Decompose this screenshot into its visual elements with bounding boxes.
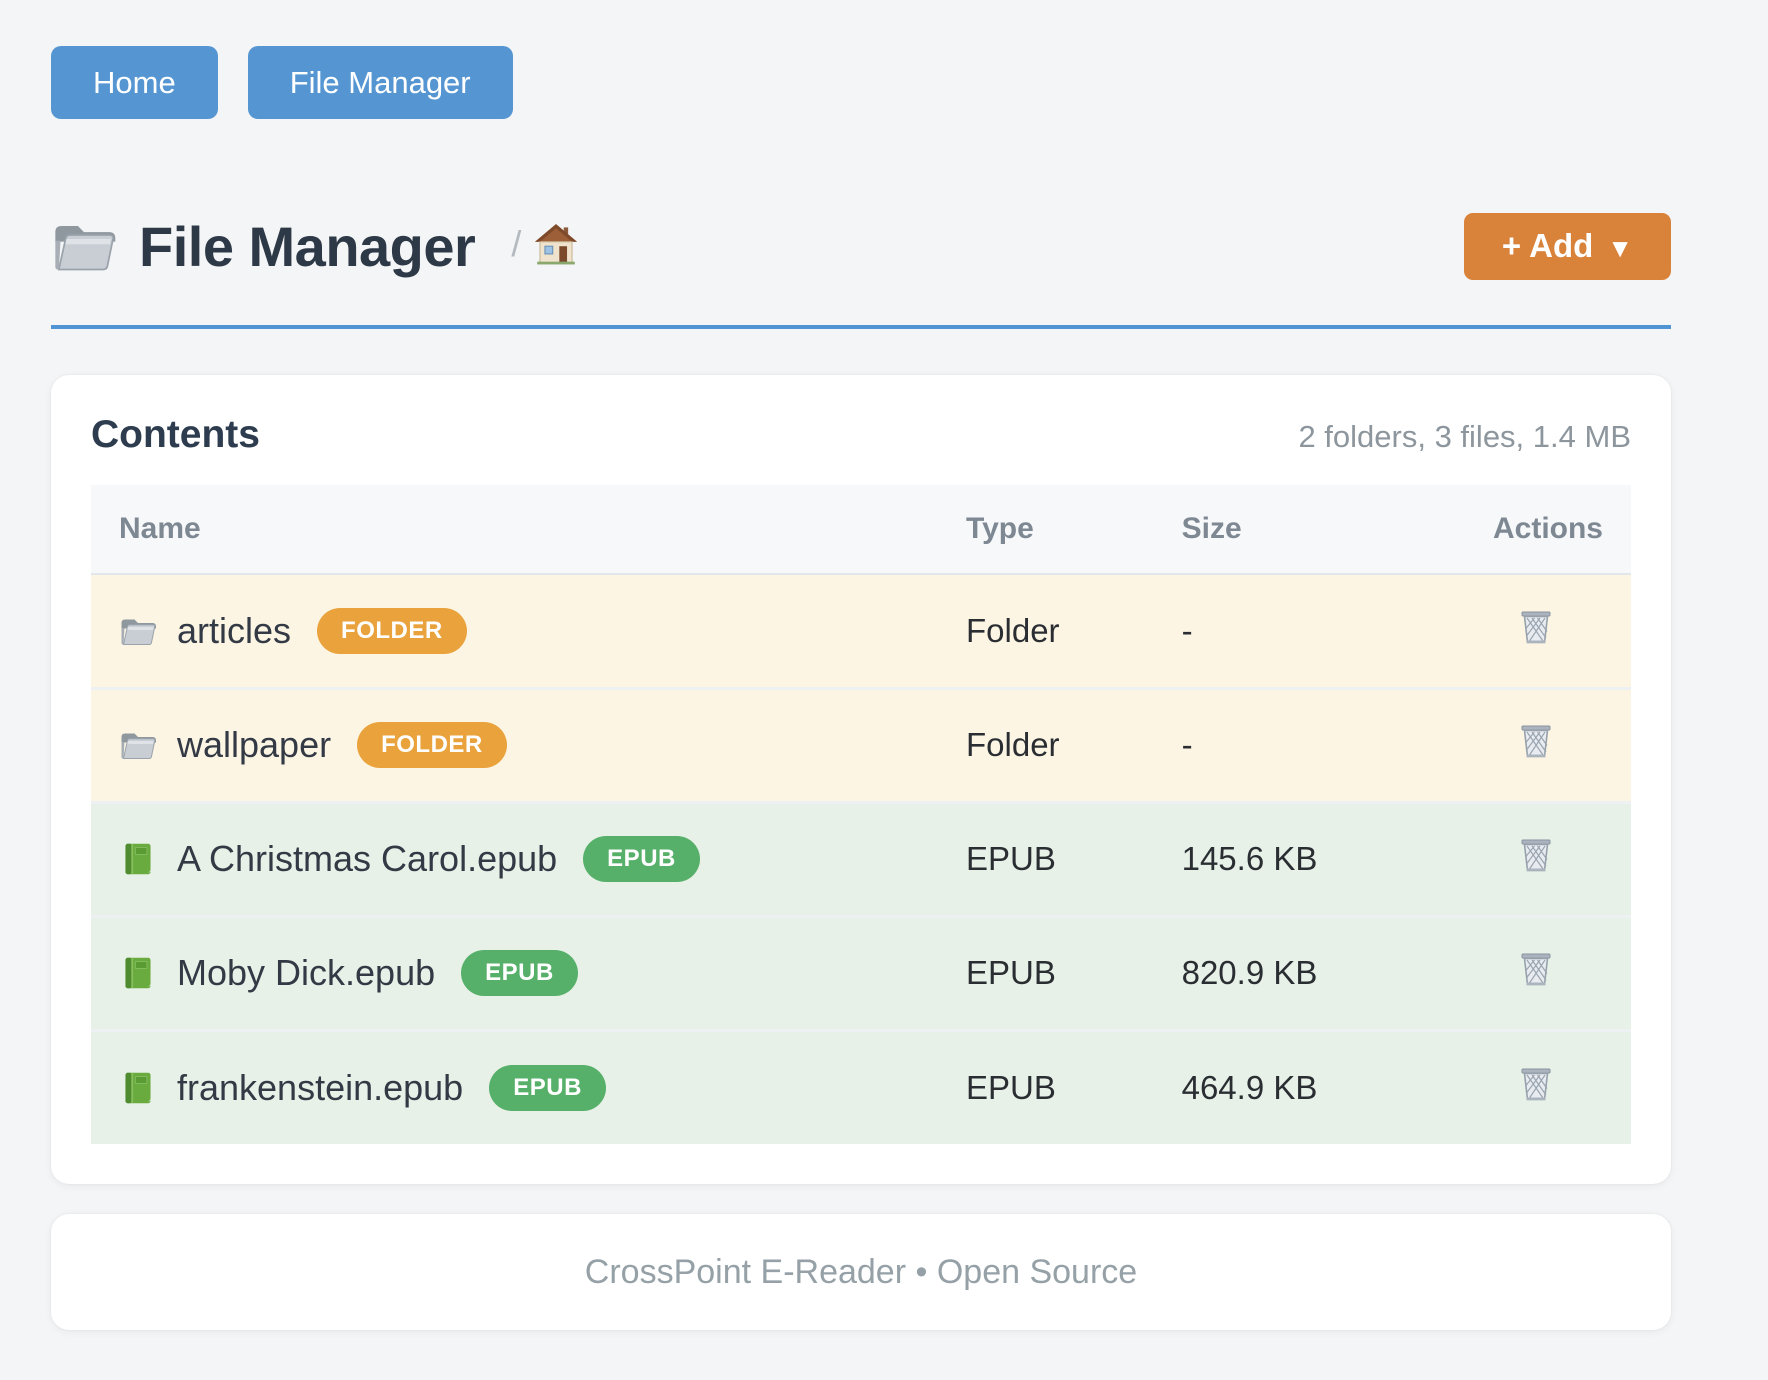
- delete-button[interactable]: [1519, 609, 1553, 645]
- type-badge: FOLDER: [317, 607, 467, 654]
- contents-summary: 2 folders, 3 files, 1.4 MB: [1298, 419, 1631, 454]
- type-badge: EPUB: [489, 1064, 606, 1111]
- chevron-down-icon: ▼: [1607, 233, 1633, 263]
- home-icon[interactable]: [533, 223, 579, 265]
- page: Home File Manager File Manager / + Add ▼ …: [51, 0, 1671, 1330]
- delete-button[interactable]: [1519, 1066, 1553, 1102]
- type-cell: EPUB: [966, 1068, 1056, 1106]
- add-button-label: + Add: [1501, 227, 1594, 264]
- page-title: File Manager: [139, 214, 476, 278]
- nav-button-home[interactable]: Home: [51, 46, 218, 119]
- size-cell: 820.9 KB: [1181, 954, 1318, 991]
- type-badge: EPUB: [461, 950, 578, 996]
- delete-button[interactable]: [1519, 837, 1553, 873]
- folder-icon: [51, 217, 117, 275]
- page-header: File Manager / + Add ▼: [51, 201, 1671, 291]
- row-name-link[interactable]: wallpaper: [177, 724, 332, 765]
- size-cell: -: [1181, 611, 1193, 649]
- row-name-link[interactable]: articles: [177, 609, 292, 651]
- trash-icon: [1519, 951, 1553, 987]
- row-name-link[interactable]: frankenstein.epub: [177, 1066, 464, 1108]
- trash-icon: [1519, 837, 1553, 873]
- type-badge: FOLDER: [357, 722, 507, 768]
- table-row: Moby Dick.epub EPUB EPUB 820.9 KB: [91, 916, 1631, 1030]
- column-header-name: Name: [91, 485, 938, 575]
- size-cell: 145.6 KB: [1181, 840, 1318, 877]
- row-name-link[interactable]: Moby Dick.epub: [177, 952, 436, 993]
- table-row: articles FOLDER Folder -: [91, 574, 1631, 688]
- book-icon: [119, 956, 157, 990]
- accent-divider: [51, 325, 1671, 329]
- type-cell: Folder: [966, 611, 1060, 649]
- table-header-row: Name Type Size Actions: [91, 485, 1631, 575]
- type-cell: Folder: [966, 726, 1060, 763]
- table-row: A Christmas Carol.epub EPUB EPUB 145.6 K…: [91, 802, 1631, 916]
- footer-text: CrossPoint E-Reader • Open Source: [584, 1252, 1138, 1291]
- type-cell: EPUB: [966, 954, 1056, 991]
- delete-button[interactable]: [1519, 723, 1553, 759]
- footer: CrossPoint E-Reader • Open Source: [51, 1214, 1671, 1330]
- table-row: wallpaper FOLDER Folder -: [91, 688, 1631, 802]
- column-header-type: Type: [938, 485, 1154, 575]
- row-name-link[interactable]: A Christmas Carol.epub: [177, 838, 558, 879]
- column-header-size: Size: [1153, 485, 1400, 575]
- folder-icon: [119, 614, 157, 648]
- delete-button[interactable]: [1519, 951, 1553, 987]
- type-badge: EPUB: [583, 836, 700, 882]
- type-cell: EPUB: [966, 840, 1056, 877]
- breadcrumb: /: [511, 223, 579, 269]
- table-body: articles FOLDER Folder - wallpaper FOLDE…: [91, 574, 1631, 1144]
- trash-icon: [1519, 1066, 1553, 1102]
- nav-button-file-manager[interactable]: File Manager: [247, 46, 513, 119]
- contents-card: Contents 2 folders, 3 files, 1.4 MB Name…: [51, 375, 1671, 1184]
- size-cell: 464.9 KB: [1181, 1068, 1318, 1106]
- book-icon: [119, 842, 157, 876]
- breadcrumb-separator: /: [511, 223, 522, 264]
- contents-heading: Contents: [91, 413, 260, 456]
- add-button[interactable]: + Add ▼: [1463, 212, 1671, 280]
- trash-icon: [1519, 723, 1553, 759]
- table-row: frankenstein.epub EPUB EPUB 464.9 KB: [91, 1030, 1631, 1144]
- trash-icon: [1519, 609, 1553, 645]
- folder-icon: [119, 728, 157, 762]
- file-table: Name Type Size Actions articles FOLDER F…: [91, 485, 1631, 1144]
- size-cell: -: [1181, 726, 1193, 763]
- top-nav: Home File Manager: [51, 46, 1671, 119]
- column-header-actions: Actions: [1399, 485, 1631, 575]
- book-icon: [119, 1071, 157, 1105]
